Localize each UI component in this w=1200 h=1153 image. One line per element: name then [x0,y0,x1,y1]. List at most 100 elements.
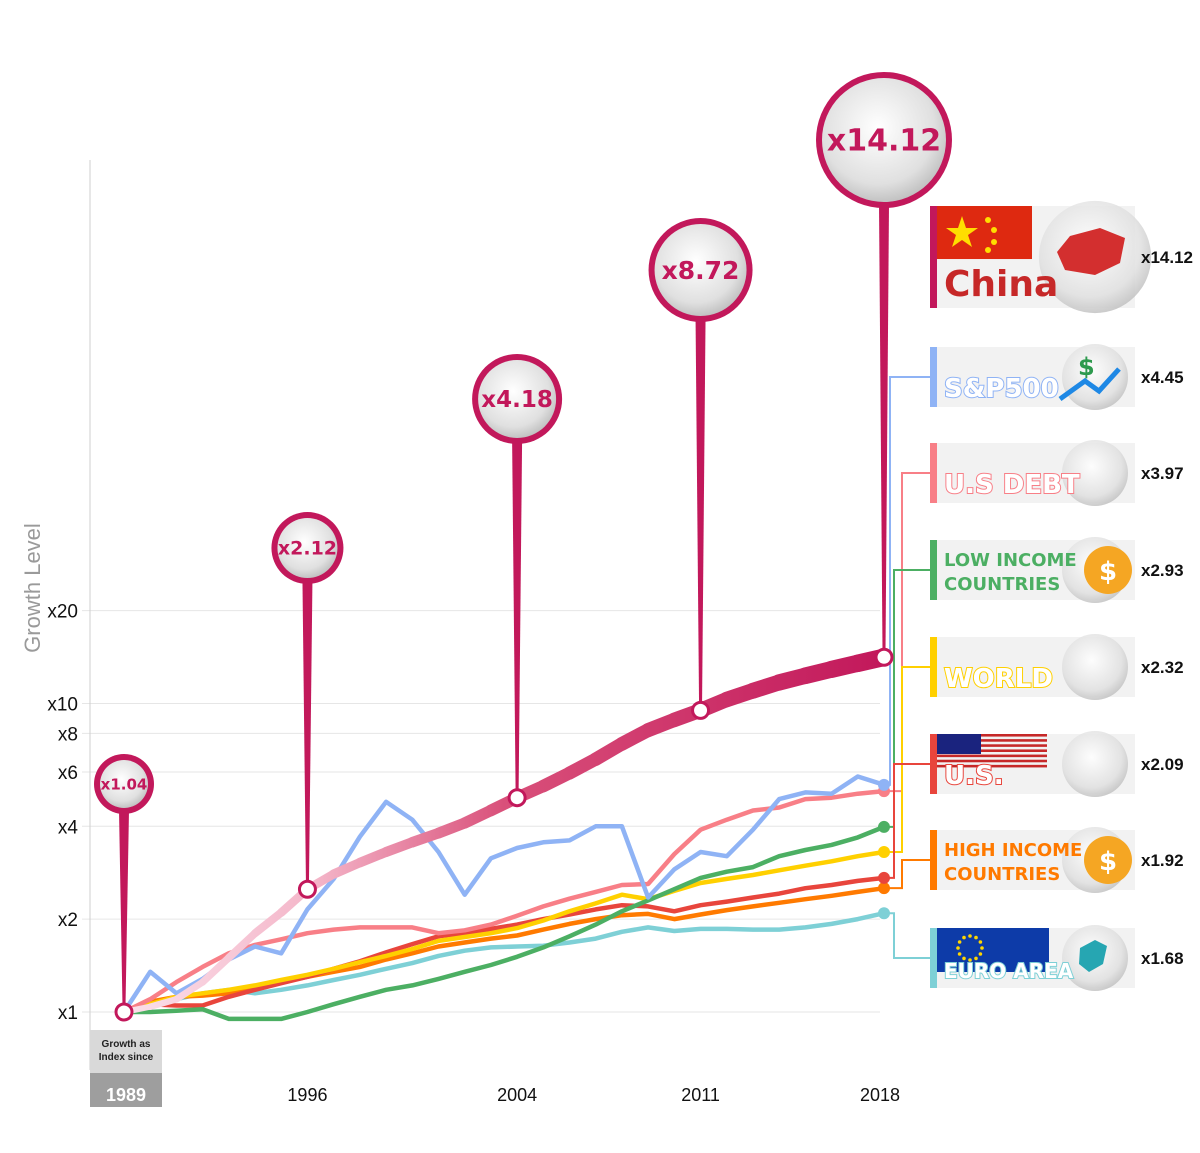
callout-pointer [302,580,313,884]
legend-value: x2.09 [1141,755,1184,774]
legend-label: EURO AREA [944,959,1074,983]
flag-stripe [937,744,1047,747]
china-segment [250,908,286,938]
callout-2004: x4.18 [472,354,563,808]
legend-label: S&P500 [944,374,1059,404]
star-icon [985,217,991,223]
legend-value: x1.92 [1141,851,1184,870]
star-icon [946,216,978,247]
series-line-high-income-countries [121,885,887,1015]
series-line-low-income-countries [121,824,887,1022]
legend-connector [888,376,930,786]
legend-item-s-p500: $ S&P500 x4.45 [930,344,1184,410]
china-map-icon [1057,228,1125,275]
star-icon [978,952,983,956]
callout-2018: x14.12 [816,72,952,667]
china-segment [146,996,180,1010]
series-end-dot [878,907,890,920]
flag-stripe [937,749,1047,752]
callout-pointer [512,440,523,792]
legend-item-world: WORLD x2.32 [930,634,1184,700]
eu-flag-icon [937,928,1049,972]
series-lines [121,648,893,1022]
legend-item-high-income-countries: $ HIGH INCOME COUNTRIES x1.92 [930,827,1184,893]
globe-icon [654,224,747,316]
legend-value: x4.45 [1141,368,1184,387]
star-icon [980,946,984,950]
globe-icon [277,518,338,578]
x-tick-label: 2018 [860,1085,900,1105]
y-tick-label: x8 [58,724,78,745]
base-note-box [90,1030,162,1073]
legend-connector [888,859,930,890]
china-segment [172,978,207,1003]
legend-color-bar [930,443,937,503]
legend-connector [888,763,930,879]
legend-label: U.S DEBT [944,470,1080,500]
series-line-s-p500 [121,774,887,1015]
y-tick-label: x6 [58,763,78,784]
callout-2011: x8.72 [648,218,753,720]
china-callouts: x1.04 x2.12 x4.18 x8.72 x14.12 [94,72,952,1022]
callout-1996: x2.12 [271,512,344,899]
legend-color-bar [930,830,937,890]
star-icon [968,934,972,938]
globe-icon [100,760,148,808]
legend-item-u-s: U.S. x2.09 [930,731,1184,797]
legend-color-bar [930,928,937,988]
star-icon [957,952,962,956]
series-line-world [121,849,887,1015]
legend-color-bar [930,206,937,308]
globe-icon [1062,634,1128,700]
star-icon [991,239,997,245]
legend-label: LOW INCOME [944,550,1077,571]
star-icon [978,940,983,944]
y-tick-label: x20 [47,602,78,623]
coin-icon [1084,546,1132,594]
legend-color-bar [930,347,937,407]
base-year-box [90,1073,162,1107]
callout-marker [691,700,711,720]
flag-stripe [937,734,1047,737]
series-end-dot [878,778,890,791]
legend-label: U.S. [944,761,1004,791]
callout-marker [114,1002,134,1022]
y-tick-label: x4 [58,817,79,838]
flag-stripe [937,764,1047,768]
china-segment [225,929,259,962]
y-tick-label: x10 [47,695,78,716]
callout-marker [507,788,527,808]
china-segment [199,954,233,986]
base-note-text: Growth as [102,1039,151,1050]
base-note-text: Index since [99,1052,154,1063]
callout-label: x8.72 [662,256,740,285]
callout-label: x1.04 [101,775,148,793]
coin-icon [1084,836,1132,884]
dollar-icon: $ [1099,557,1117,587]
legend: China x14.12 $ S&P500 x4.45 U.S DEBT x3.97 $ LOW… [930,200,1193,991]
gridlines [82,610,880,1013]
base-year-label: 1989 [106,1085,146,1105]
globe-icon [1062,344,1128,410]
series-end-dot [878,820,890,833]
star-icon [956,946,960,950]
legend-connectors [888,376,930,959]
legend-value: x2.32 [1141,658,1184,677]
flag-stripe [937,739,1047,742]
callout-label: x2.12 [278,538,337,560]
callout-marker [874,647,894,667]
x-tick-label: 1996 [287,1085,327,1105]
y-axis-title: Growth Level [20,523,45,653]
legend-color-bar [930,734,937,794]
legend-connector [888,912,930,959]
legend-value: x1.68 [1141,949,1184,968]
callout-1989: x1.04 [94,754,154,1022]
globe-icon [478,360,557,438]
dollar-icon: $ [1078,353,1095,381]
star-icon [991,227,997,233]
legend-connector [888,569,930,828]
series-end-dot [878,882,890,895]
legend-label: COUNTRIES [944,864,1060,885]
legend-value: x2.93 [1141,561,1184,580]
